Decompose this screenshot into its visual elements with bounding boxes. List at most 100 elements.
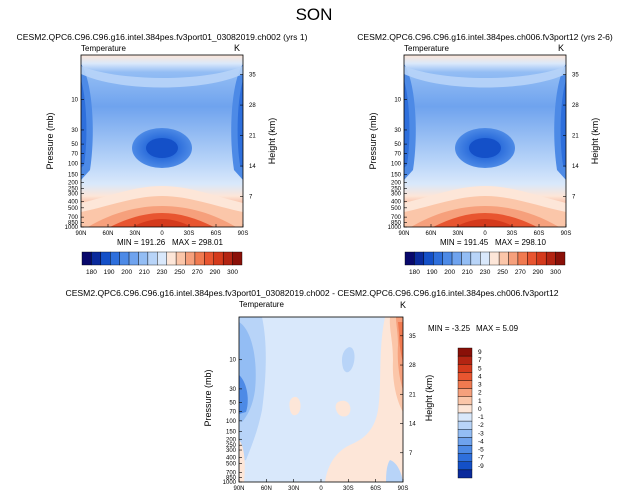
y-right-tick-label: 7 [409,451,413,457]
panel-title: CESM2.QPC6.C96.C96.g16.intel.384pes.fv3p… [17,32,308,42]
colorbar-swatch [457,437,473,446]
y-tick-label: 70 [394,151,401,157]
x-tick-label: 0 [160,231,164,237]
tropical-cold-center [469,138,501,158]
y-tick-label: 300 [68,192,79,198]
polar-cold-left-inner [404,80,410,168]
x-tick-label: 90S [238,231,249,237]
colorbar-label: -5 [478,447,484,454]
colorbar-swatch [451,251,462,266]
colorbar-label: 7 [478,357,482,364]
y-tick-label: 400 [68,200,79,206]
colorbar-swatch [457,380,473,389]
colorbar-label: 180 [86,269,97,276]
x-tick-label: 30S [184,231,195,237]
y-tick-label: 200 [391,180,402,186]
y-tick-label: 300 [226,448,237,454]
x-tick-label: 60N [261,486,272,492]
field-plot [238,316,404,483]
colorbar-swatch [457,364,473,373]
colorbar-swatch [457,461,473,471]
colorbar-swatch [157,251,167,266]
y-right-tick-label: 28 [572,103,579,109]
colorbar-swatch [457,355,473,365]
y-right-tick-label: 14 [572,164,579,170]
y-tick-label: 30 [71,128,78,134]
y-axis-label: Pressure (mb) [203,369,213,426]
y-tick-label: 300 [391,192,402,198]
y-tick-label: 700 [391,215,402,221]
panel-difference: CESM2.QPC6.C96.C96.g16.intel.384pes.fv3p… [65,288,558,492]
colorbar-swatch [433,251,443,266]
y-tick-label: 10 [394,98,401,104]
colorbar-swatch [194,251,205,266]
x-ticks: 90N 60N 30N 0 30S 60S 90S [398,224,571,237]
colorbar-label: 200 [121,269,132,276]
y-tick-label: 500 [68,206,79,212]
max-label: MAX = 5.09 [476,324,519,333]
units-label: K [400,300,406,310]
colorbar-swatch [470,251,481,266]
y-right-axis-label: Height (km) [424,375,434,422]
min-label: MIN = 191.26 [117,238,166,247]
y-right-tick-label: 35 [409,334,416,340]
y-right-ticks: 35 28 21 14 7 [240,73,256,201]
y-right-tick-label: 7 [249,195,253,201]
colorbar-label: -2 [478,422,484,429]
colorbar-left: 180 190 200 210 230 250 270 290 300 [81,251,243,276]
colorbar-swatch [498,251,509,266]
y-tick-label: 150 [68,172,79,178]
warm-layer-5 [455,219,515,227]
colorbar-label: 3 [478,382,482,389]
y-right-tick-label: 21 [249,134,256,140]
x-ticks: 90N 60N 30N 0 30S 60S 90S [233,479,408,492]
x-tick-label: 0 [483,231,487,237]
colorbar-label: 300 [550,269,561,276]
x-tick-label: 30N [288,486,299,492]
y-tick-label: 150 [391,172,402,178]
colorbar-swatch [175,251,186,266]
colorbar-label: 230 [480,269,491,276]
strat-band [81,66,243,88]
colorbar-label: 290 [210,269,221,276]
colorbar-swatch [457,347,473,357]
colorbar-swatch [457,372,473,381]
colorbar-swatch [81,251,92,266]
x-tick-label: 90S [561,231,572,237]
warm-anomaly-sh [325,317,403,482]
y-tick-label: 1000 [65,225,79,231]
tropical-cold-center [146,138,178,158]
colorbar-label: -4 [478,438,484,445]
x-tick-label: 90N [233,486,244,492]
x-tick-label: 90N [398,231,409,237]
colorbar-swatch [138,251,149,266]
colorbar-swatch [232,251,243,266]
colorbar-swatch [204,251,214,266]
colorbar-label: -1 [478,414,484,421]
colorbar-swatch [147,251,158,266]
colorbar-swatch [128,251,139,266]
cold-anomaly-nh-core [239,375,248,414]
colorbar-label: 180 [409,269,420,276]
units-label: K [558,43,564,53]
colorbar-swatch [213,251,224,266]
colorbar-swatch [222,251,233,266]
x-tick-label: 30N [452,231,463,237]
polar-cold-right-inner [560,80,566,168]
page-title: SON [296,5,333,24]
colorbar-swatch [461,251,472,266]
y-right-tick-label: 28 [249,103,256,109]
y-tick-label: 400 [226,456,237,462]
colorbar-label: 1 [478,398,482,405]
warm-anomaly-sfc-nh [239,440,245,482]
colorbar-label: 200 [444,269,455,276]
min-label: MIN = 191.45 [440,238,489,247]
y-tick-label: 250 [391,187,402,193]
colorbar-swatch [508,251,519,266]
y-tick-label: 400 [391,200,402,206]
y-tick-label: 500 [391,206,402,212]
x-tick-label: 30S [343,486,354,492]
colorbar-label: 190 [427,269,438,276]
